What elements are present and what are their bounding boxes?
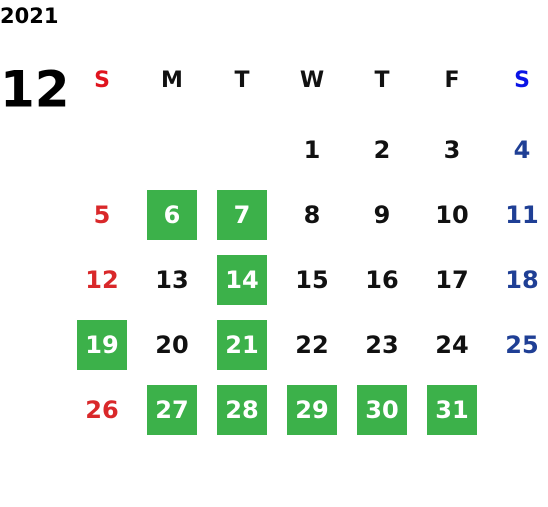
day: 20 [155, 331, 188, 359]
day-highlight [427, 385, 477, 435]
day-highlight [217, 385, 267, 435]
day-highlight [147, 190, 197, 240]
day: 6 [164, 201, 181, 229]
day: 25 [505, 331, 538, 359]
day: 14 [225, 266, 258, 294]
day: 17 [435, 266, 468, 294]
day: 27 [155, 396, 188, 424]
day: 21 [225, 331, 258, 359]
year: 2021 [0, 4, 58, 28]
day: 28 [225, 396, 258, 424]
weekday-header: S [94, 68, 110, 93]
day-highlight [147, 385, 197, 435]
weekday-header: T [374, 68, 389, 93]
day: 12 [85, 266, 118, 294]
day: 15 [295, 266, 328, 294]
day: 7 [234, 201, 251, 229]
day: 22 [295, 331, 328, 359]
day-highlight [77, 320, 127, 370]
day-highlight [217, 255, 267, 305]
day: 9 [374, 201, 391, 229]
weekday-header: F [444, 68, 459, 93]
day: 16 [365, 266, 398, 294]
weekday-header: M [161, 68, 183, 93]
day-highlight [357, 385, 407, 435]
day: 2 [374, 136, 391, 164]
day: 29 [295, 396, 328, 424]
weekday-header: T [234, 68, 249, 93]
day: 4 [514, 136, 531, 164]
day: 8 [304, 201, 321, 229]
day: 31 [435, 396, 468, 424]
day: 10 [435, 201, 468, 229]
day: 3 [444, 136, 461, 164]
day: 24 [435, 331, 468, 359]
day: 23 [365, 331, 398, 359]
day: 13 [155, 266, 188, 294]
day: 26 [85, 396, 118, 424]
weekday-header: W [300, 68, 324, 93]
day-highlight [217, 320, 267, 370]
day: 19 [85, 331, 118, 359]
day: 11 [505, 201, 538, 229]
weekday-header: S [514, 68, 530, 93]
day-highlight [287, 385, 337, 435]
day: 1 [304, 136, 321, 164]
day: 5 [94, 201, 111, 229]
day: 18 [505, 266, 538, 294]
month: 12 [0, 61, 70, 119]
day-highlight [217, 190, 267, 240]
day: 30 [365, 396, 398, 424]
